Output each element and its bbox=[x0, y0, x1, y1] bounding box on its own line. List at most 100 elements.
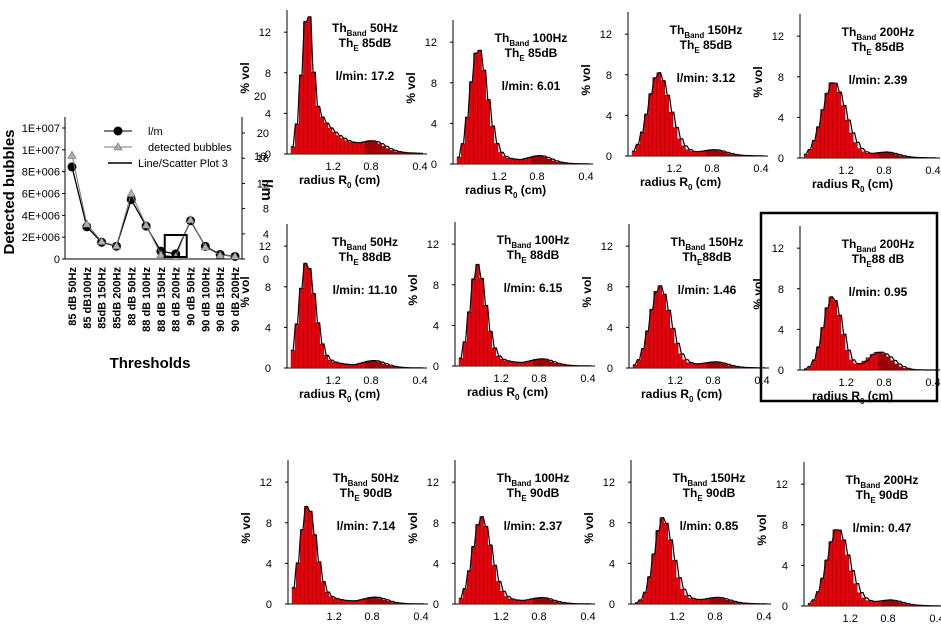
histogram-title-band-sub: Band bbox=[509, 39, 529, 48]
histogram-bar bbox=[898, 155, 904, 159]
histogram-bar bbox=[389, 366, 395, 369]
histogram-bar bbox=[315, 322, 320, 369]
histogram-x-axis-unit: (cm) bbox=[519, 385, 548, 399]
histogram-y-tick-label: 0 bbox=[265, 149, 271, 161]
histogram-bar bbox=[295, 562, 301, 605]
histogram-y-axis-title: % vol bbox=[238, 276, 252, 307]
histogram-bar bbox=[373, 141, 378, 155]
histogram-title-e-value: 88dB bbox=[527, 248, 560, 262]
histogram-y-axis-title: % vol bbox=[751, 278, 765, 309]
histogram-x-tick-label: 1.2 bbox=[494, 611, 509, 623]
histogram-y-axis-title: % vol bbox=[579, 64, 593, 95]
histogram-y-tick-label: 8 bbox=[265, 68, 271, 80]
histogram-x-axis-unit: (cm) bbox=[864, 389, 893, 403]
histogram-panel: 0 4 8 12 % vol 1.2 0.8 0.4 radius R0 (cm) ThBand … bbox=[404, 20, 594, 200]
histogram-panel: 0 4 8 12 % vol 1.2 0.8 0.4 radius R0 (cm) ThBand … bbox=[751, 14, 941, 194]
histogram-title-e-sub: E bbox=[870, 496, 876, 505]
histogram-y-tick-label: 8 bbox=[778, 72, 784, 84]
histogram-x-axis-title: radius R0 (cm) bbox=[643, 623, 724, 625]
histogram-x-axis-subscript: 0 bbox=[515, 393, 520, 402]
histogram-fit-curve bbox=[459, 263, 592, 367]
histogram-title-band: ThBand 150Hz bbox=[670, 23, 743, 40]
histogram-bar bbox=[718, 150, 723, 157]
histogram-title-band: ThBand 100Hz bbox=[495, 31, 568, 48]
histogram-bar bbox=[559, 162, 565, 165]
histogram-bar bbox=[681, 145, 686, 157]
histogram-bar bbox=[725, 599, 730, 605]
histogram-x-axis-unit: (cm) bbox=[864, 177, 893, 191]
histogram-bar bbox=[844, 554, 850, 607]
histogram-bar bbox=[319, 343, 325, 369]
histogram-bar bbox=[836, 91, 842, 159]
histogram-bar bbox=[495, 355, 501, 367]
histogram-bar bbox=[514, 159, 519, 165]
histogram-y-axis-title: % vol bbox=[755, 514, 769, 545]
histogram-bar bbox=[378, 598, 383, 605]
histogram-bar bbox=[491, 347, 497, 367]
histogram-bar bbox=[487, 331, 493, 367]
histogram-y-tick-label: 12 bbox=[600, 29, 612, 41]
histogram-title-th: Th bbox=[505, 46, 520, 60]
histogram-bar bbox=[506, 158, 511, 165]
histogram-x-axis-title: radius R0 (cm) bbox=[299, 387, 380, 404]
legend-bubbles-marker bbox=[113, 142, 123, 151]
histogram-bar bbox=[689, 151, 694, 157]
histogram-title-e-value: 90dB bbox=[360, 486, 393, 500]
histogram-bar bbox=[502, 156, 507, 165]
histogram-bar bbox=[336, 363, 341, 369]
summary-right-axis-title: l/m bbox=[258, 179, 275, 201]
legend-bubbles-label: detected bubbles bbox=[148, 142, 232, 154]
histogram-lpm-label: l/min: 17.2 bbox=[336, 69, 395, 83]
histogram-bar bbox=[898, 602, 903, 607]
histogram-bar bbox=[849, 132, 854, 159]
histogram-bar bbox=[636, 359, 642, 369]
histogram-title-e: ThE 90dB bbox=[507, 486, 560, 503]
histogram-x-tick-label: 1.2 bbox=[843, 613, 858, 625]
histogram-bar bbox=[735, 366, 741, 369]
histogram-bar bbox=[500, 591, 505, 605]
series-bubbles-point bbox=[111, 241, 121, 250]
histogram-bar bbox=[811, 599, 817, 607]
histogram-y-axis-title: % vol bbox=[406, 512, 420, 543]
histogram-title-e-value: 90dB bbox=[527, 486, 560, 500]
histogram-bar bbox=[385, 364, 391, 369]
histogram-panel: 0 4 8 12 % vol 1.2 0.8 0.4 radius R0 (cm) ThBand … bbox=[406, 222, 596, 402]
histogram-title-band-sub: Band bbox=[685, 243, 705, 252]
histogram-bar bbox=[668, 112, 674, 157]
histogram-y-tick-label: 4 bbox=[606, 110, 612, 122]
histogram-bar bbox=[377, 143, 382, 155]
histogram-x-tick-label: 0.8 bbox=[364, 611, 379, 623]
histogram-title-e: ThE 85dB bbox=[852, 40, 905, 57]
summary-category-label: 90 dB 200Hz bbox=[230, 267, 242, 332]
summary-left-tick-label: 2E+006 bbox=[22, 232, 60, 244]
histogram-y-tick-label: 0 bbox=[265, 363, 271, 375]
histogram-y-tick-label: 12 bbox=[427, 239, 439, 251]
series-bubbles-point bbox=[215, 250, 225, 259]
histogram-title-th: Th bbox=[842, 237, 857, 251]
histogram-bar bbox=[857, 363, 862, 371]
histogram-panel: 0 4 8 12 % vol 1.2 0.8 0.4 radius R0 (cm) ThBand … bbox=[751, 226, 941, 406]
histogram-bar bbox=[467, 311, 472, 367]
histogram-title-e: ThE 88dB bbox=[507, 248, 560, 265]
histogram-title-th: Th bbox=[333, 471, 348, 485]
histogram-bar bbox=[890, 360, 895, 371]
histogram-title-e-value: 85dB bbox=[359, 36, 392, 50]
histogram-bar bbox=[500, 359, 505, 367]
histogram-panel: 0 4 8 12 % vol 1.2 0.8 0.4 radius R0 (cm) ThBand … bbox=[582, 460, 772, 625]
histogram-y-tick-label: 12 bbox=[776, 479, 788, 491]
histogram-title-e-value: 88 dB bbox=[872, 252, 905, 266]
histogram-y-tick-label: 0 bbox=[782, 601, 788, 613]
histogram-fit-curve bbox=[804, 82, 936, 159]
histogram-x-axis-unit: (cm) bbox=[517, 183, 546, 197]
histogram-fit-curve bbox=[633, 285, 766, 369]
histogram-title-band-sub: Band bbox=[684, 31, 704, 40]
histogram-fit-curve bbox=[459, 516, 592, 605]
histogram-bar bbox=[676, 577, 681, 605]
histogram-y-tick-label: 8 bbox=[433, 280, 439, 292]
histogram-bar bbox=[631, 151, 637, 157]
histogram-bar bbox=[495, 581, 501, 605]
histogram-title-e-sub: E bbox=[521, 494, 527, 503]
histogram-bar bbox=[475, 264, 480, 367]
histogram-title-band-sub: Band bbox=[511, 479, 531, 488]
histogram-title-th: Th bbox=[852, 40, 867, 54]
